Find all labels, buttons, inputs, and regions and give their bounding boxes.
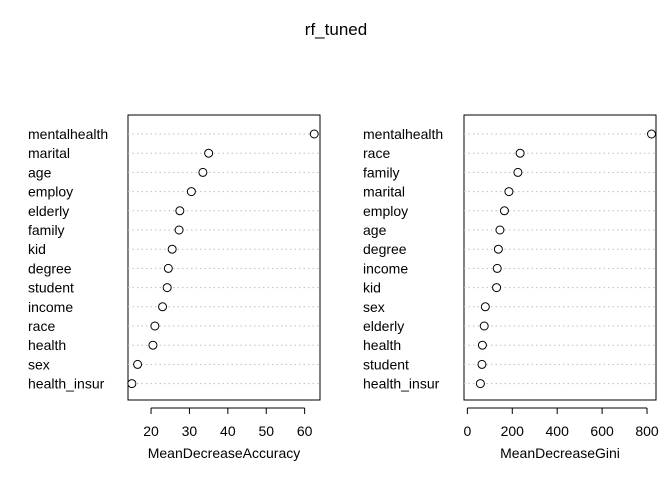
gini-row-label: health: [363, 337, 401, 353]
gini-row-label: degree: [363, 241, 407, 257]
accuracy-row-label: age: [28, 164, 52, 180]
accuracy-row-label: marital: [28, 145, 70, 161]
gini-point: [647, 129, 657, 139]
accuracy-point: [174, 225, 184, 235]
gini-x-axis-title: MeanDecreaseGini: [500, 445, 620, 461]
accuracy-row-label: race: [28, 318, 55, 334]
accuracy-point: [163, 263, 173, 273]
gini-point: [499, 206, 509, 216]
accuracy-point: [158, 302, 168, 312]
accuracy-row-label: student: [28, 280, 74, 296]
gini-x-tick-label: 400: [546, 423, 570, 439]
gini-row-label: age: [363, 222, 387, 238]
gini-row-label: employ: [363, 203, 408, 219]
accuracy-row-label: family: [28, 222, 65, 238]
accuracy-row-label: elderly: [28, 203, 69, 219]
accuracy-row-label: mentalhealth: [28, 126, 108, 142]
accuracy-x-tick-label: 60: [297, 423, 313, 439]
accuracy-point: [204, 148, 214, 158]
accuracy-plot-frame: [127, 114, 321, 401]
gini-x-tick-label: 800: [635, 423, 659, 439]
gini-point: [479, 321, 489, 331]
gini-point: [495, 225, 505, 235]
gini-point: [515, 148, 525, 158]
gini-row-label: kid: [363, 280, 381, 296]
accuracy-row-label: kid: [28, 241, 46, 257]
gini-point: [504, 187, 514, 197]
accuracy-point: [127, 379, 137, 389]
gini-point: [475, 379, 485, 389]
gini-row-label: student: [363, 356, 409, 372]
gini-point: [492, 283, 502, 293]
accuracy-point: [148, 340, 158, 350]
gini-x-tick-label: 0: [463, 423, 471, 439]
accuracy-point: [162, 283, 172, 293]
gini-panel: mentalhealth race family marital employ age de…: [363, 114, 659, 461]
gini-row-label: income: [363, 260, 408, 276]
gini-row-label: sex: [363, 299, 385, 315]
gini-row-label: family: [363, 164, 400, 180]
accuracy-row-label: employ: [28, 184, 73, 200]
accuracy-point: [198, 167, 208, 177]
accuracy-x-tick-label: 30: [182, 423, 198, 439]
chart-title: rf_tuned: [305, 20, 367, 39]
accuracy-row-label: degree: [28, 260, 72, 276]
accuracy-point: [186, 187, 196, 197]
accuracy-x-tick-label: 40: [220, 423, 236, 439]
accuracy-point: [150, 321, 160, 331]
accuracy-point: [175, 206, 185, 216]
gini-point: [513, 167, 523, 177]
gini-x-tick-label: 200: [501, 423, 525, 439]
accuracy-row-label: sex: [28, 356, 50, 372]
accuracy-point: [309, 129, 319, 139]
accuracy-x-tick-label: 50: [258, 423, 274, 439]
gini-row-label: mentalhealth: [363, 126, 443, 142]
gini-point: [493, 244, 503, 254]
gini-point: [477, 340, 487, 350]
gini-row-label: marital: [363, 184, 405, 200]
accuracy-row-label: income: [28, 299, 73, 315]
gini-x-tick-label: 600: [590, 423, 614, 439]
accuracy-x-axis-title: MeanDecreaseAccuracy: [148, 445, 301, 461]
gini-row-label: race: [363, 145, 390, 161]
gini-point: [492, 263, 502, 273]
gini-row-label: health_insur: [363, 376, 440, 392]
accuracy-point: [167, 244, 177, 254]
gini-row-label: elderly: [363, 318, 404, 334]
accuracy-row-label: health: [28, 337, 66, 353]
gini-plot-frame: [463, 114, 657, 401]
accuracy-point: [133, 359, 143, 369]
accuracy-x-tick-label: 20: [143, 423, 159, 439]
accuracy-row-label: health_insur: [28, 376, 105, 392]
accuracy-panel: mentalhealth marital age employ elderly famil…: [28, 114, 321, 461]
gini-point: [480, 302, 490, 312]
gini-point: [477, 359, 487, 369]
